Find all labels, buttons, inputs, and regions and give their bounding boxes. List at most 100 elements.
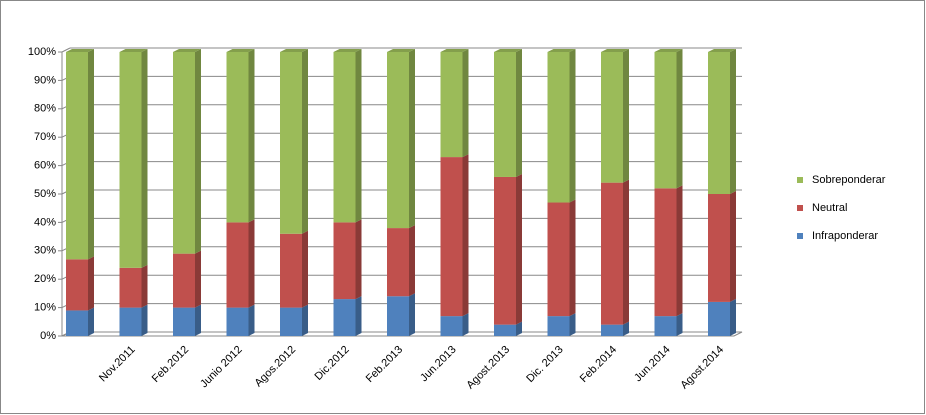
bar-segment — [547, 202, 570, 317]
bar-side — [730, 191, 736, 302]
bar-side — [516, 49, 522, 177]
bar-segment — [494, 176, 516, 325]
legend-label: Infraponderar — [812, 230, 878, 242]
bar-segment — [601, 52, 623, 183]
bar-side — [462, 154, 469, 317]
y-tick-label: 40% — [34, 216, 56, 228]
bar-segment — [387, 296, 409, 336]
bar-side — [355, 49, 362, 223]
bar-segment — [119, 307, 142, 336]
legend-label: Sobreponderar — [812, 174, 886, 186]
bar-top — [119, 49, 148, 52]
bar-segment — [226, 52, 249, 223]
bar-segment — [280, 233, 302, 308]
bar-top — [494, 49, 522, 52]
bar-segment — [601, 324, 623, 336]
bar-segment — [119, 52, 142, 268]
bar-top — [440, 49, 469, 52]
bar-side — [355, 296, 362, 336]
bar-side — [409, 293, 415, 336]
bar-side — [195, 49, 201, 254]
bar-segment — [654, 188, 677, 317]
bar-side — [730, 49, 736, 194]
bar-segment — [494, 52, 516, 177]
bar-side — [195, 304, 201, 336]
bar-side — [569, 199, 576, 317]
bar-side — [248, 49, 255, 223]
y-tick-label: 100% — [28, 46, 56, 58]
legend-label: Neutral — [812, 202, 847, 214]
y-tick-label: 90% — [34, 74, 56, 86]
bar-side — [88, 307, 94, 336]
bar-side — [516, 321, 522, 336]
grid-line-side — [61, 47, 71, 53]
bar-segment — [333, 299, 356, 336]
bar-segment — [547, 316, 570, 336]
bar-segment — [226, 222, 249, 308]
y-tick-label: 0% — [40, 330, 56, 342]
bar-side — [355, 219, 362, 300]
bar-side — [302, 230, 308, 308]
legend-swatch — [797, 205, 803, 211]
bar-segment — [440, 157, 463, 317]
legend-swatch — [797, 177, 803, 183]
bar-side — [302, 49, 308, 234]
bar-side — [409, 49, 415, 229]
bar-side — [516, 173, 522, 325]
bar-segment — [494, 324, 516, 336]
bar-top — [387, 49, 415, 52]
bar-top — [173, 49, 201, 52]
bar-side — [676, 49, 683, 189]
bar-segment — [333, 52, 356, 223]
y-tick-label: 20% — [34, 273, 56, 285]
y-tick-label: 10% — [34, 302, 56, 314]
bar-side — [409, 225, 415, 297]
bar-segment — [708, 194, 730, 302]
bar-segment — [119, 267, 142, 308]
bar-side — [195, 250, 201, 308]
bar-segment — [226, 307, 249, 336]
bar-segment — [387, 228, 409, 297]
bar-side — [676, 313, 683, 336]
y-tick-label: 60% — [34, 160, 56, 172]
bar-segment — [280, 307, 302, 336]
bar-side — [248, 219, 255, 308]
bar-segment — [173, 52, 195, 254]
bar-segment — [654, 316, 677, 336]
y-tick-label: 70% — [34, 131, 56, 143]
bar-side — [88, 49, 94, 260]
bar-segment — [66, 259, 88, 311]
bar-side — [623, 321, 629, 336]
y-tick-label: 80% — [34, 103, 56, 115]
y-tick-label: 30% — [34, 245, 56, 257]
bar-side — [141, 264, 148, 308]
bar-top — [280, 49, 308, 52]
bar-side — [623, 179, 629, 325]
bar-segment — [173, 307, 195, 336]
bar-side — [569, 49, 576, 203]
bar-side — [623, 49, 629, 183]
bar-side — [676, 185, 683, 317]
bar-segment — [173, 253, 195, 308]
bar-top — [333, 49, 362, 52]
bar-top — [708, 49, 736, 52]
bar-segment — [601, 182, 623, 325]
bar-segment — [547, 52, 570, 203]
bar-top — [654, 49, 683, 52]
bar-side — [88, 256, 94, 311]
bar-segment — [333, 222, 356, 300]
bar-side — [141, 304, 148, 336]
bar-segment — [708, 52, 730, 194]
bar-segment — [387, 52, 409, 229]
bar-side — [462, 313, 469, 336]
bar-side — [462, 49, 469, 158]
bar-side — [141, 49, 148, 268]
bar-side — [730, 298, 736, 336]
bar-segment — [708, 301, 730, 336]
bar-segment — [440, 52, 463, 158]
bar-side — [248, 304, 255, 336]
bar-top — [547, 49, 576, 52]
bar-side — [569, 313, 576, 336]
